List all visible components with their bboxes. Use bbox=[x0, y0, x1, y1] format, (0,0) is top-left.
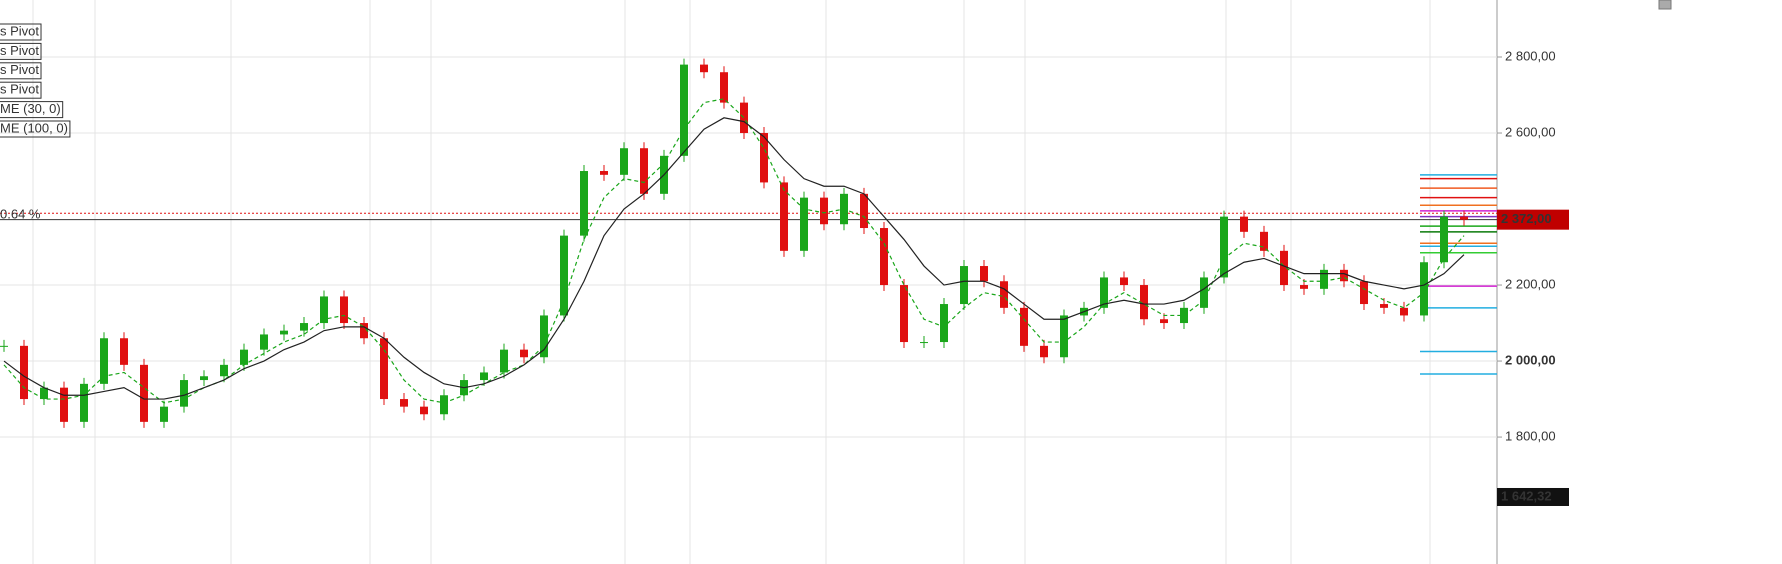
candle bbox=[1020, 307, 1028, 346]
candle bbox=[1400, 307, 1408, 316]
candle bbox=[120, 338, 128, 365]
candle bbox=[560, 235, 568, 316]
ma-line bbox=[3, 117, 1465, 400]
legend-box bbox=[0, 120, 71, 138]
candle bbox=[60, 387, 68, 422]
candle bbox=[500, 349, 508, 373]
candle bbox=[40, 387, 48, 400]
vertical-grid bbox=[32, 0, 1431, 564]
candle bbox=[1380, 304, 1388, 308]
candle bbox=[360, 323, 368, 339]
y-tick-label: 2 800,00 bbox=[1505, 48, 1556, 63]
candle bbox=[1120, 277, 1128, 286]
candle bbox=[320, 296, 328, 324]
candle bbox=[400, 399, 408, 407]
candle bbox=[1260, 231, 1268, 251]
y-tick-label: 1 800,00 bbox=[1505, 428, 1556, 443]
legend-entry: s Pivot bbox=[0, 82, 39, 97]
legend-entry: s Pivot bbox=[0, 62, 39, 77]
candle bbox=[140, 364, 148, 422]
candle bbox=[260, 334, 268, 350]
candle bbox=[1180, 307, 1188, 324]
candle bbox=[900, 285, 908, 343]
candle bbox=[960, 266, 968, 305]
candle bbox=[100, 338, 108, 384]
candle bbox=[280, 330, 288, 335]
low-price-label: 1 642,32 bbox=[1501, 488, 1552, 503]
candle bbox=[1000, 281, 1008, 308]
candle bbox=[700, 64, 708, 73]
legend-box bbox=[0, 81, 42, 99]
candle bbox=[860, 193, 868, 229]
last-price-label: 2 372,00 bbox=[1501, 211, 1552, 226]
candle bbox=[1160, 319, 1168, 324]
candle bbox=[1220, 216, 1228, 278]
candle bbox=[980, 266, 988, 282]
ma-line bbox=[3, 98, 1465, 404]
legend-box bbox=[0, 23, 42, 41]
y-tick-label: 2 200,00 bbox=[1505, 276, 1556, 291]
candle bbox=[1060, 315, 1068, 358]
candle bbox=[300, 323, 308, 331]
candle bbox=[1140, 285, 1148, 320]
candle bbox=[340, 296, 348, 324]
candle bbox=[240, 349, 248, 365]
candle bbox=[160, 406, 168, 422]
candle bbox=[440, 395, 448, 415]
candle bbox=[680, 64, 688, 156]
candle bbox=[1360, 281, 1368, 305]
icon[interactable] bbox=[1658, 0, 1672, 10]
candle bbox=[640, 148, 648, 194]
legend-entry: ME (30, 0) bbox=[0, 101, 61, 116]
candle bbox=[380, 338, 388, 400]
candle bbox=[880, 228, 888, 286]
candle bbox=[180, 380, 188, 407]
candle bbox=[1300, 285, 1308, 289]
candle bbox=[520, 349, 528, 358]
candle bbox=[1280, 250, 1288, 286]
candle bbox=[1040, 345, 1048, 358]
candle bbox=[420, 406, 428, 415]
candle bbox=[1320, 269, 1328, 289]
legend-box bbox=[0, 62, 42, 80]
legend-box bbox=[0, 101, 64, 119]
candle bbox=[480, 372, 488, 381]
candle bbox=[20, 345, 28, 400]
candle bbox=[1200, 277, 1208, 308]
candle bbox=[920, 342, 928, 344]
candle bbox=[540, 315, 548, 358]
candle bbox=[600, 171, 608, 175]
candle bbox=[580, 171, 588, 236]
y-tick-label: 2 000,00 bbox=[1505, 352, 1556, 367]
candle bbox=[1420, 262, 1428, 316]
candle bbox=[620, 148, 628, 175]
y-tick-label: 2 600,00 bbox=[1505, 124, 1556, 139]
candle bbox=[720, 72, 728, 103]
candle bbox=[200, 376, 208, 381]
candle bbox=[1460, 216, 1468, 220]
legend-box bbox=[0, 42, 42, 60]
candle bbox=[800, 197, 808, 251]
change-label: 0.64 % bbox=[0, 207, 41, 222]
candle bbox=[820, 197, 828, 225]
candle bbox=[0, 345, 8, 347]
candle bbox=[1100, 277, 1108, 308]
candle bbox=[780, 182, 788, 251]
candle bbox=[1340, 269, 1348, 282]
candle bbox=[1440, 216, 1448, 263]
candle bbox=[940, 304, 948, 343]
candle bbox=[80, 383, 88, 422]
legend-entry: s Pivot bbox=[0, 43, 39, 58]
last-price-box bbox=[1497, 209, 1569, 230]
low-price-box bbox=[1497, 487, 1569, 506]
candle bbox=[760, 133, 768, 183]
legend-entry: ME (100, 0) bbox=[0, 120, 68, 135]
candle bbox=[220, 364, 228, 377]
candle bbox=[740, 102, 748, 134]
legend-entry: s Pivot bbox=[0, 23, 39, 38]
candle bbox=[1240, 216, 1248, 232]
